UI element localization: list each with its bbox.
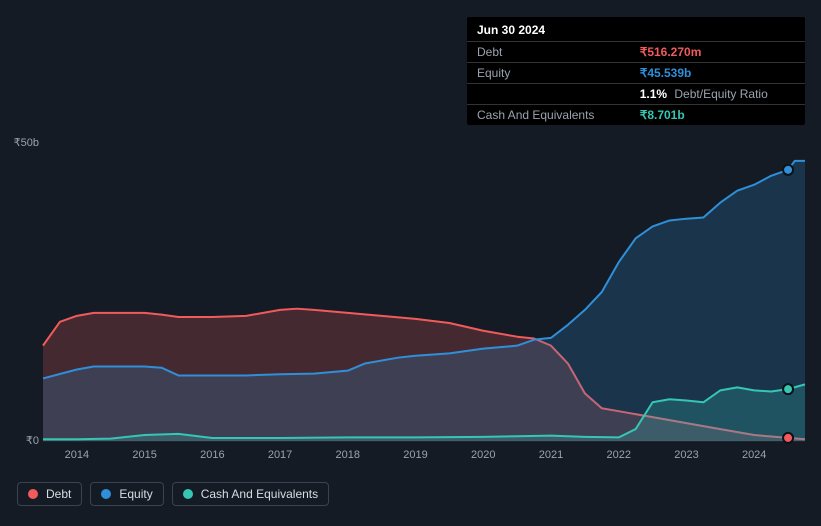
tooltip-table: Debt₹516.270mEquity₹45.539b1.1% Debt/Equ… [467, 41, 805, 125]
legend-label: Cash And Equivalents [201, 487, 318, 501]
tooltip-row: Cash And Equivalents₹8.701b [467, 105, 805, 126]
x-axis-label: 2014 [65, 449, 89, 461]
tooltip-row-label: Equity [467, 63, 630, 84]
legend-label: Equity [119, 487, 152, 501]
chart-tooltip: Jun 30 2024 Debt₹516.270mEquity₹45.539b1… [467, 17, 805, 125]
tooltip-row-label: Cash And Equivalents [467, 105, 630, 126]
x-axis-label: 2019 [403, 449, 427, 461]
legend-item-equity[interactable]: Equity [90, 482, 163, 506]
tooltip-row: Equity₹45.539b [467, 63, 805, 84]
tooltip-row: Debt₹516.270m [467, 42, 805, 63]
x-axis-label: 2023 [674, 449, 698, 461]
x-axis-label: 2016 [200, 449, 224, 461]
chart-legend: Debt Equity Cash And Equivalents [17, 482, 329, 506]
legend-swatch [101, 489, 111, 499]
tooltip-row: 1.1% Debt/Equity Ratio [467, 84, 805, 105]
x-axis-label: 2024 [742, 449, 766, 461]
series-area-equity [43, 161, 805, 441]
legend-label: Debt [46, 487, 71, 501]
legend-swatch [28, 489, 38, 499]
tooltip-row-value: ₹8.701b [630, 105, 805, 126]
tooltip-row-value: 1.1% Debt/Equity Ratio [630, 84, 805, 105]
legend-swatch [183, 489, 193, 499]
tooltip-row-value: ₹45.539b [630, 63, 805, 84]
y-axis-label: ₹50b [0, 136, 39, 149]
x-axis-label: 2022 [606, 449, 630, 461]
x-axis-label: 2020 [471, 449, 495, 461]
legend-item-cash[interactable]: Cash And Equivalents [172, 482, 329, 506]
marker-cash [783, 384, 793, 394]
y-axis-label: ₹0 [0, 434, 39, 447]
x-axis-label: 2018 [336, 449, 360, 461]
legend-item-debt[interactable]: Debt [17, 482, 82, 506]
marker-equity [783, 165, 793, 175]
x-axis-label: 2021 [539, 449, 563, 461]
x-axis-label: 2017 [268, 449, 292, 461]
marker-debt [783, 433, 793, 443]
tooltip-row-label [467, 84, 630, 105]
tooltip-date: Jun 30 2024 [467, 17, 805, 41]
x-axis-label: 2015 [132, 449, 156, 461]
tooltip-row-label: Debt [467, 42, 630, 63]
tooltip-row-value: ₹516.270m [630, 42, 805, 63]
